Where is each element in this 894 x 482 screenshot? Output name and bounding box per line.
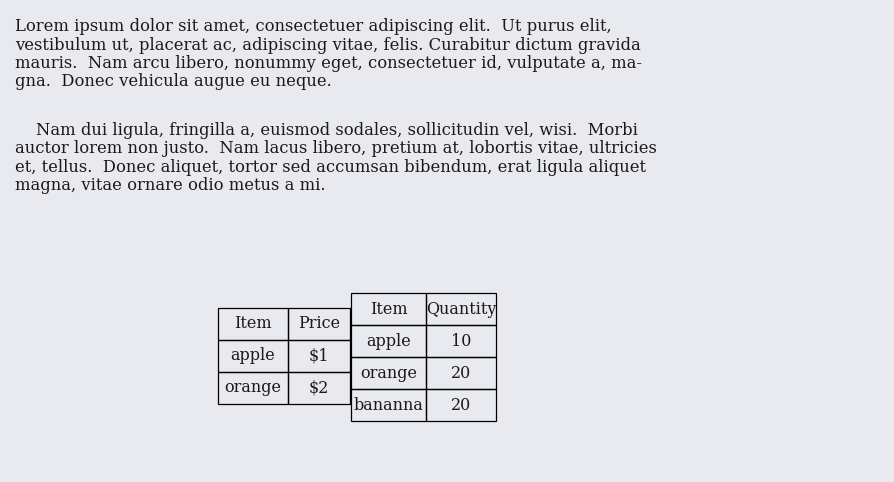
Bar bbox=[288, 372, 350, 404]
Text: 10: 10 bbox=[451, 333, 470, 349]
Bar bbox=[350, 389, 426, 421]
Text: Item: Item bbox=[234, 316, 272, 333]
Text: $2: $2 bbox=[308, 379, 329, 397]
Text: Item: Item bbox=[369, 300, 407, 318]
Bar bbox=[218, 372, 288, 404]
Text: apple: apple bbox=[366, 333, 410, 349]
Bar bbox=[218, 340, 288, 372]
Text: $1: $1 bbox=[308, 348, 329, 364]
Text: Price: Price bbox=[298, 316, 340, 333]
Bar bbox=[426, 389, 495, 421]
Text: apple: apple bbox=[231, 348, 275, 364]
Text: Nam dui ligula, fringilla a, euismod sodales, sollicitudin vel, wisi.  Morbi: Nam dui ligula, fringilla a, euismod sod… bbox=[15, 121, 637, 139]
Text: bananna: bananna bbox=[353, 397, 423, 414]
Bar bbox=[426, 293, 495, 325]
Text: orange: orange bbox=[359, 364, 417, 381]
Text: orange: orange bbox=[224, 379, 282, 397]
Text: magna, vitae ornare odio metus a mi.: magna, vitae ornare odio metus a mi. bbox=[15, 177, 325, 194]
Text: et, tellus.  Donec aliquet, tortor sed accumsan bibendum, erat ligula aliquet: et, tellus. Donec aliquet, tortor sed ac… bbox=[15, 159, 645, 175]
Text: auctor lorem non justo.  Nam lacus libero, pretium at, lobortis vitae, ultricies: auctor lorem non justo. Nam lacus libero… bbox=[15, 140, 656, 157]
Bar bbox=[288, 340, 350, 372]
Bar bbox=[350, 325, 426, 357]
Text: 20: 20 bbox=[451, 364, 470, 381]
Bar bbox=[288, 308, 350, 340]
Bar bbox=[350, 293, 426, 325]
Text: mauris.  Nam arcu libero, nonummy eget, consectetuer id, vulputate a, ma-: mauris. Nam arcu libero, nonummy eget, c… bbox=[15, 55, 641, 72]
Bar bbox=[218, 308, 288, 340]
Text: gna.  Donec vehicula augue eu neque.: gna. Donec vehicula augue eu neque. bbox=[15, 73, 332, 91]
Text: Lorem ipsum dolor sit amet, consectetuer adipiscing elit.  Ut purus elit,: Lorem ipsum dolor sit amet, consectetuer… bbox=[15, 18, 611, 35]
Text: Quantity: Quantity bbox=[426, 300, 495, 318]
Bar bbox=[350, 357, 426, 389]
Text: 20: 20 bbox=[451, 397, 470, 414]
Bar bbox=[426, 325, 495, 357]
Text: vestibulum ut, placerat ac, adipiscing vitae, felis. Curabitur dictum gravida: vestibulum ut, placerat ac, adipiscing v… bbox=[15, 37, 640, 54]
Bar bbox=[426, 357, 495, 389]
